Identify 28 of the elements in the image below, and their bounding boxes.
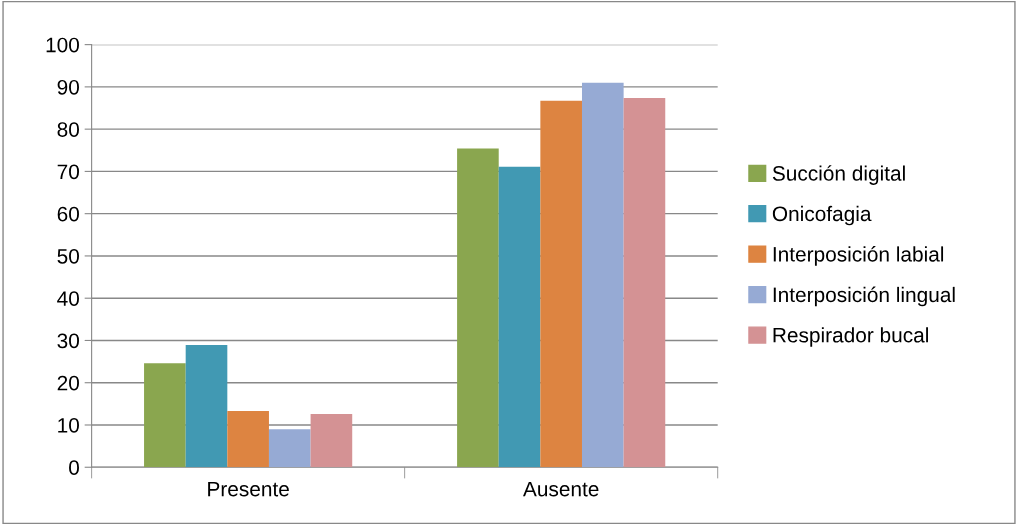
bar: [185, 345, 228, 468]
bar: [498, 166, 541, 468]
bar: [144, 363, 186, 468]
x-tick-label: Presente: [208, 481, 289, 497]
x-tick-label: Ausente: [522, 481, 599, 497]
y-tick-label: 40: [57, 291, 79, 306]
bar: [227, 411, 269, 468]
y-tick-label: 0: [69, 460, 79, 475]
y-tick-label: 80: [57, 122, 79, 137]
legend-label: Succión digital: [772, 165, 905, 185]
bar: [540, 100, 582, 468]
bar: [623, 97, 666, 468]
legend-label: Respirador bucal: [773, 327, 928, 347]
legend-label: Onicofagia: [772, 205, 872, 226]
bar: [268, 429, 311, 468]
y-tick-label: 100: [46, 37, 79, 53]
y-tick-label: 50: [57, 248, 79, 264]
y-tick-label: 20: [57, 375, 79, 391]
legend-label: Interposición labial: [773, 246, 944, 266]
y-tick-label: 60: [57, 206, 79, 222]
bar: [581, 82, 624, 468]
bar: [310, 414, 353, 468]
y-tick-label: 30: [57, 333, 79, 349]
y-tick-label: 90: [57, 79, 79, 95]
legend-label: Interposición lingual: [773, 286, 955, 307]
y-tick-label: 10: [58, 417, 79, 433]
bar: [457, 148, 499, 468]
y-tick-label: 70: [57, 164, 79, 180]
